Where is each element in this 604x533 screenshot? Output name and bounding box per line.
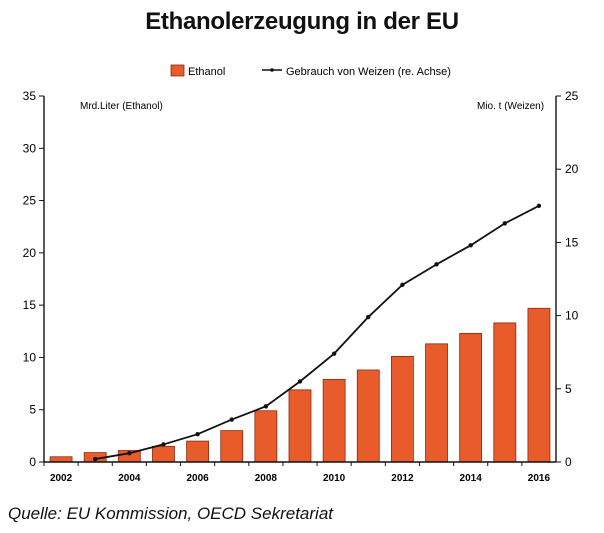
legend-label-weizen: Gebrauch von Weizen (re. Achse) [286,66,451,78]
x-tick-label: 2006 [186,473,209,484]
legend: Ethanol Gebrauch von Weizen (re. Achse) [170,64,451,78]
weizen-point [331,351,337,356]
right-tick-label: 0 [565,455,572,469]
x-tick-label: 2008 [255,473,278,484]
right-tick-label: 20 [565,162,579,176]
left-tick-label: 5 [29,403,36,417]
weizen-point [502,221,507,226]
bar-2015 [493,322,517,463]
bar-2008 [254,410,278,463]
plot-area: 0 5 10 15 20 25 30 35 0 5 10 15 20 25 2002 2004 2006 2008… [23,89,579,484]
right-tick-label: 5 [565,382,572,396]
bar-2009 [288,389,312,463]
weizen-point [536,203,542,208]
right-tick-label: 10 [565,309,579,323]
chart-title: Ethanolerzeugung in der EU [145,8,459,35]
weizen-point [297,379,303,384]
left-tick-label: 30 [23,141,37,155]
bar-2006 [186,440,210,463]
weizen-point [161,442,166,447]
left-tick-label: 0 [29,455,36,469]
bar-2011 [356,369,380,463]
weizen-point [127,451,132,456]
weizen-point [195,431,200,437]
left-axis-unit-label: Mrd.Liter (Ethanol) [80,101,163,112]
bar-2013 [425,343,448,463]
weizen-point [93,456,98,462]
bar-2012 [390,355,414,463]
left-tick-label: 35 [23,89,37,103]
weizen-point [229,417,234,422]
bar-2005 [152,445,175,463]
weizen-point [400,282,405,288]
bar-2014 [459,332,483,463]
source-note: Quelle: EU Kommission, OECD Sekretariat [8,504,333,523]
right-axis-unit-label: Mio. t (Weizen) [477,101,544,112]
left-tick-label: 20 [23,246,37,260]
left-tick-label: 10 [23,350,37,364]
weizen-point [366,314,371,320]
bar-2007 [220,430,244,463]
bar-2016 [527,307,551,463]
ethanol-chart: Ethanol Gebrauch von Weizen (re. Achse) … [23,64,579,484]
x-tick-label: 2004 [118,473,141,484]
weizen-point [434,262,439,267]
x-tick-label: 2012 [391,473,414,484]
x-tick-label: 2010 [323,473,346,484]
bar-2010 [322,378,346,463]
left-tick-label: 15 [23,298,37,312]
legend-marker-weizen [270,68,274,72]
x-tick-label: 2014 [460,473,483,484]
x-tick-label: 2016 [528,473,551,484]
x-tick-label: 2002 [50,473,73,484]
right-tick-label: 15 [565,235,579,249]
weizen-point [468,243,473,248]
weizen-point [263,404,269,409]
legend-swatch-ethanol [170,64,185,77]
right-tick-label: 25 [565,89,579,103]
weizen-line [95,204,540,460]
legend-label-ethanol: Ethanol [188,66,225,78]
bar-2002 [49,456,73,463]
left-tick-label: 25 [23,194,37,208]
